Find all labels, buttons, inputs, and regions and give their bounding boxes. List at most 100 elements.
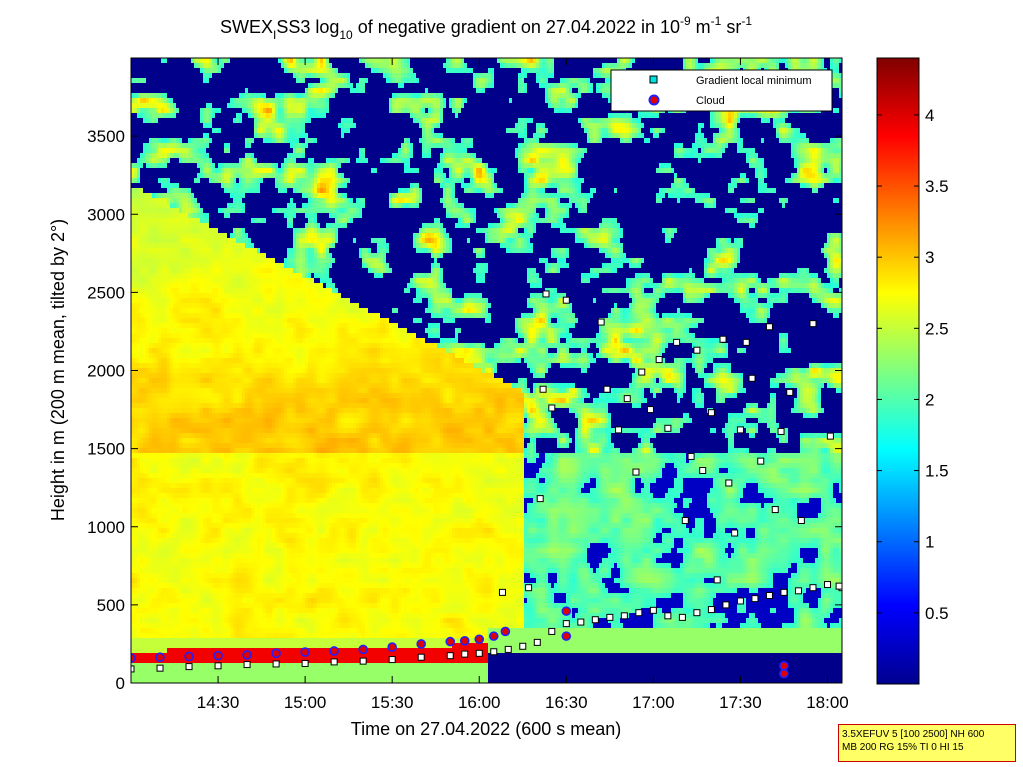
heatmap-cell [149, 613, 153, 619]
heatmap-cell [167, 318, 171, 324]
heatmap-cell [179, 383, 183, 389]
heatmap-cell [149, 398, 153, 404]
heatmap-cell [224, 258, 228, 264]
heatmap-cell [188, 428, 192, 434]
heatmap-cell [236, 228, 240, 234]
heatmap-cell [137, 378, 141, 384]
heatmap-cell [215, 153, 219, 159]
heatmap-cell [155, 528, 159, 534]
heatmap-cell [221, 308, 225, 314]
heatmap-cell [179, 108, 183, 114]
heatmap-cell [155, 283, 159, 289]
heatmap-cell [200, 538, 204, 544]
heatmap-cell [224, 603, 228, 609]
heatmap-cell [200, 448, 204, 454]
heatmap-cell [212, 203, 216, 209]
heatmap-cell [212, 123, 216, 129]
heatmap-cell [197, 473, 201, 479]
heatmap-cell [146, 143, 150, 149]
heatmap-cell [227, 568, 231, 574]
heatmap-cell [194, 298, 198, 304]
heatmap-cell [221, 478, 225, 484]
heatmap-cell [218, 98, 222, 104]
heatmap-cell [146, 453, 150, 459]
heatmap-cell [149, 628, 153, 634]
heatmap-cell [152, 93, 156, 99]
heatmap-cell [137, 543, 141, 549]
heatmap-cell [149, 408, 153, 414]
heatmap-cell [248, 398, 252, 404]
heatmap-cell [206, 283, 210, 289]
heatmap-cell [218, 283, 222, 289]
heatmap-cell [152, 83, 156, 89]
heatmap-cell [161, 283, 165, 289]
heatmap-cell [137, 83, 141, 89]
heatmap-cell [155, 498, 159, 504]
heatmap-cell [134, 623, 138, 629]
heatmap-cell [206, 128, 210, 134]
heatmap-cell [209, 408, 213, 414]
heatmap-cell [191, 338, 195, 344]
heatmap-cell [188, 238, 192, 244]
heatmap-cell [224, 668, 228, 674]
heatmap-cell [242, 628, 246, 634]
heatmap-cell [134, 73, 138, 79]
heatmap-cell [218, 643, 222, 649]
heatmap-cell [194, 463, 198, 469]
heatmap-cell [194, 413, 198, 419]
heatmap-cell [176, 138, 180, 144]
heatmap-cell [248, 78, 252, 84]
heatmap-cell [131, 538, 135, 544]
heatmap-cell [167, 73, 171, 79]
heatmap-cell [146, 223, 150, 229]
heatmap-cell [185, 488, 189, 494]
heatmap-cell [191, 58, 195, 64]
heatmap-cell [134, 418, 138, 424]
heatmap-cell [131, 573, 135, 579]
heatmap-cell [182, 418, 186, 424]
heatmap-cell [245, 168, 249, 174]
heatmap-cell [215, 358, 219, 364]
heatmap-cell [173, 378, 177, 384]
heatmap-cell [239, 388, 243, 394]
heatmap-cell [182, 133, 186, 139]
heatmap-cell [191, 133, 195, 139]
heatmap-cell [200, 333, 204, 339]
heatmap-cell [161, 618, 165, 624]
heatmap-cell [179, 588, 183, 594]
heatmap-cell [131, 633, 135, 639]
heatmap-cell [134, 298, 138, 304]
heatmap-cell [239, 603, 243, 609]
heatmap-cell [200, 213, 204, 219]
heatmap-cell [149, 578, 153, 584]
heatmap-cell [191, 478, 195, 484]
heatmap-cell [149, 528, 153, 534]
heatmap-cell [209, 113, 213, 119]
heatmap-cell [140, 113, 144, 119]
heatmap-cell [140, 163, 144, 169]
heatmap-cell [176, 388, 180, 394]
heatmap-cell [212, 258, 216, 264]
heatmap-cell [224, 643, 228, 649]
heatmap-cell [242, 158, 246, 164]
heatmap-cell [182, 488, 186, 494]
heatmap-cell [143, 643, 147, 649]
heatmap-cell [215, 523, 219, 529]
heatmap-cell [137, 663, 141, 669]
heatmap-cell [185, 323, 189, 329]
heatmap-cell [221, 133, 225, 139]
heatmap-cell [236, 288, 240, 294]
heatmap-cell [200, 238, 204, 244]
heatmap-cell [215, 403, 219, 409]
heatmap-cell [167, 373, 171, 379]
heatmap-cell [248, 293, 252, 299]
heatmap-cell [191, 408, 195, 414]
heatmap-cell [161, 148, 165, 154]
heatmap-cell [143, 323, 147, 329]
heatmap-cell [185, 343, 189, 349]
heatmap-cell [227, 433, 231, 439]
heatmap-cell [248, 593, 252, 599]
heatmap-cell [245, 208, 249, 214]
heatmap-cell [155, 633, 159, 639]
heatmap-cell [206, 278, 210, 284]
